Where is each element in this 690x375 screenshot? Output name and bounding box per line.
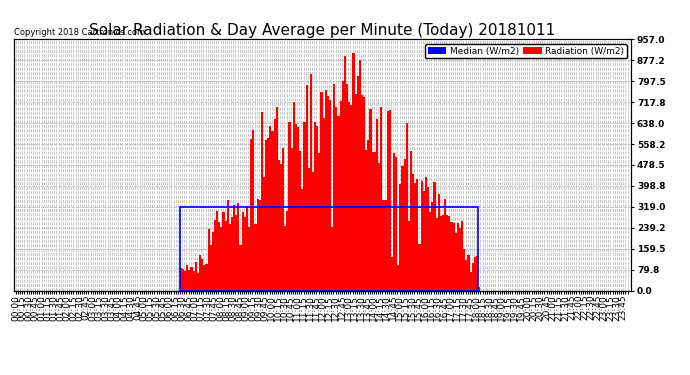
Legend: Median (W/m2), Radiation (W/m2): Median (W/m2), Radiation (W/m2) <box>426 44 627 58</box>
Text: Copyright 2018 Cartronics.com: Copyright 2018 Cartronics.com <box>14 28 145 37</box>
Bar <box>180 207 478 291</box>
Title: Solar Radiation & Day Average per Minute (Today) 20181011: Solar Radiation & Day Average per Minute… <box>90 23 555 38</box>
